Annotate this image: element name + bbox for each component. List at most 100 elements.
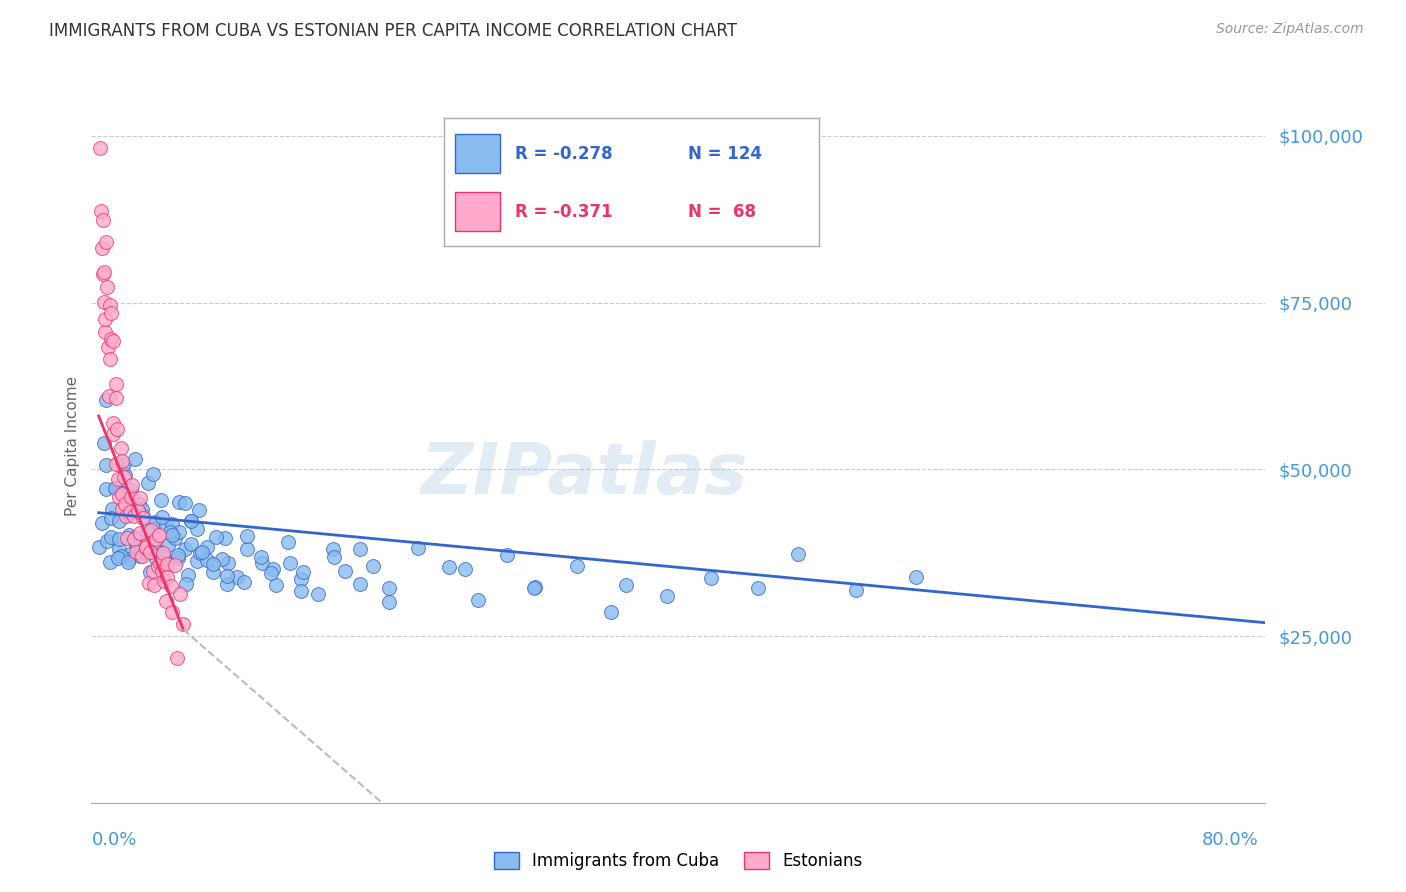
Point: [156, 557, 179, 571]
Point: [121, 483, 143, 497]
Point: [101, 426, 124, 441]
Point: [90, 241, 112, 255]
Point: [98, 554, 121, 568]
Point: [128, 491, 150, 505]
Point: [195, 552, 218, 566]
Point: [91, 267, 114, 281]
Text: 0.0%: 0.0%: [91, 831, 136, 849]
Point: [290, 584, 312, 599]
Point: [167, 550, 190, 565]
Point: [290, 572, 312, 586]
Point: [105, 457, 128, 471]
Point: [143, 536, 166, 550]
Point: [262, 562, 284, 576]
Point: [163, 531, 186, 545]
Point: [467, 592, 489, 607]
Point: [277, 535, 299, 549]
Point: [117, 555, 139, 569]
Point: [377, 595, 399, 609]
Point: [249, 549, 271, 564]
Point: [139, 523, 162, 537]
Point: [205, 530, 228, 544]
Point: [599, 605, 621, 619]
Text: 80.0%: 80.0%: [1202, 831, 1258, 849]
Point: [202, 557, 225, 571]
Point: [104, 376, 127, 391]
Point: [174, 542, 197, 557]
Point: [217, 577, 239, 591]
Point: [524, 580, 547, 594]
Point: [146, 558, 169, 573]
Point: [845, 583, 868, 598]
Point: [112, 457, 135, 471]
Point: [96, 235, 118, 249]
Point: [335, 564, 357, 578]
Point: [115, 532, 138, 546]
Point: [145, 552, 167, 566]
Point: [349, 542, 371, 557]
Point: [264, 578, 287, 592]
Y-axis label: Per Capita Income: Per Capita Income: [65, 376, 80, 516]
Point: [104, 481, 127, 495]
Point: [135, 540, 157, 554]
Point: [190, 547, 212, 561]
Point: [180, 514, 202, 528]
Point: [129, 525, 152, 540]
Point: [127, 504, 149, 518]
Point: [186, 554, 208, 568]
Point: [167, 524, 190, 539]
Point: [101, 501, 124, 516]
Point: [105, 422, 128, 436]
Point: [97, 340, 120, 354]
Point: [197, 540, 219, 554]
Point: [260, 566, 283, 581]
Point: [142, 467, 165, 482]
Point: [217, 569, 239, 583]
Point: [112, 470, 135, 484]
Point: [111, 487, 134, 501]
Point: [496, 549, 519, 563]
Point: [110, 441, 132, 455]
Point: [174, 495, 197, 509]
Point: [278, 556, 301, 570]
Point: [138, 476, 160, 491]
Point: [107, 472, 129, 486]
Point: [124, 451, 146, 466]
Point: [120, 505, 142, 519]
Point: [217, 556, 239, 570]
Point: [132, 509, 155, 524]
Point: [94, 482, 117, 496]
Point: [138, 576, 160, 591]
Point: [120, 498, 142, 512]
Point: [101, 416, 124, 430]
Point: [111, 454, 134, 468]
Point: [100, 529, 122, 543]
Point: [201, 566, 224, 580]
Point: [160, 605, 183, 619]
Point: [145, 533, 167, 547]
Point: [904, 570, 927, 584]
Point: [150, 510, 173, 524]
Point: [323, 549, 346, 564]
Point: [100, 306, 122, 320]
Point: [187, 503, 209, 517]
Point: [105, 391, 128, 405]
Legend: Immigrants from Cuba, Estonians: Immigrants from Cuba, Estonians: [488, 845, 869, 877]
Point: [124, 530, 146, 544]
Point: [361, 559, 384, 574]
Point: [307, 587, 329, 601]
Point: [211, 552, 233, 566]
Point: [128, 497, 150, 511]
Point: [94, 312, 117, 326]
Point: [110, 549, 132, 563]
Point: [406, 541, 429, 555]
Point: [118, 547, 141, 561]
Point: [191, 545, 214, 559]
Point: [107, 551, 129, 566]
Point: [114, 467, 136, 482]
Point: [166, 548, 188, 562]
Text: ZIPatlas: ZIPatlas: [420, 440, 748, 509]
Point: [93, 265, 115, 279]
Point: [136, 537, 159, 551]
Point: [166, 651, 188, 665]
